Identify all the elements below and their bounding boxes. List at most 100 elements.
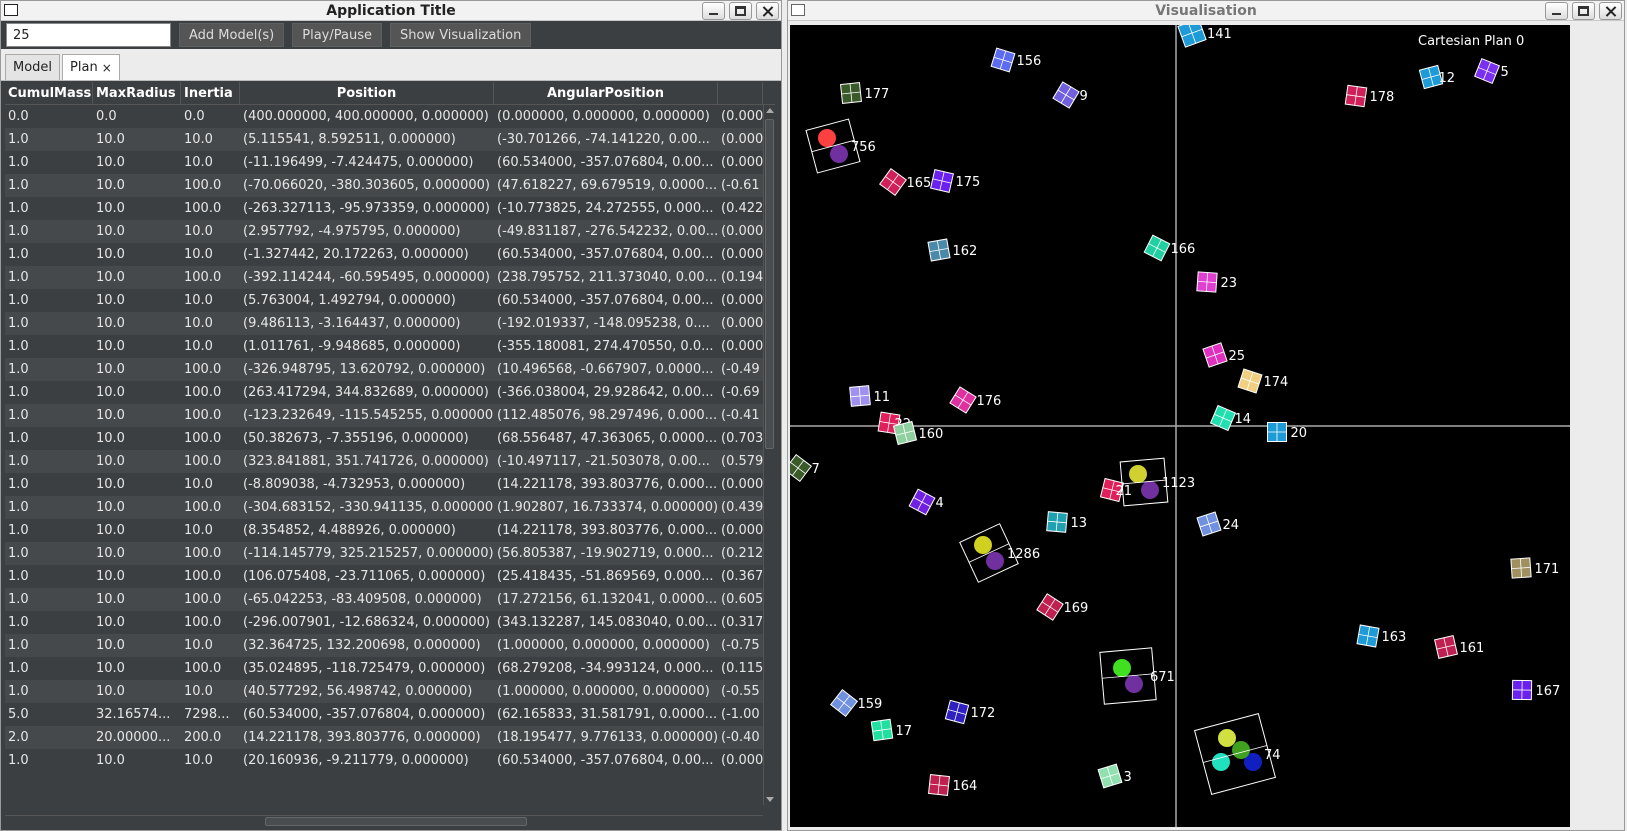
scroll-up-icon[interactable] bbox=[766, 108, 774, 113]
table-cell[interactable]: 1.0 bbox=[8, 132, 29, 147]
table-cell[interactable]: (263.417294, 344.832689, 0.000000) bbox=[243, 385, 489, 400]
table-cell[interactable]: 0.0 bbox=[8, 109, 29, 124]
body-3[interactable]: 3 bbox=[1097, 763, 1132, 789]
body-17[interactable]: 17 bbox=[870, 718, 912, 742]
table-cell[interactable]: (0.000 bbox=[721, 316, 763, 331]
table-cell[interactable]: (0.439 bbox=[721, 500, 763, 515]
table-cell[interactable]: 10.0 bbox=[96, 178, 125, 193]
table-cell[interactable]: 10.0 bbox=[96, 362, 125, 377]
table-cell[interactable]: (2.957792, -4.975795, 0.000000) bbox=[243, 224, 461, 239]
table-cell[interactable]: 0.0 bbox=[184, 109, 205, 124]
table-cell[interactable]: (0.000 bbox=[721, 247, 763, 262]
table-cell[interactable]: (0.000 bbox=[721, 132, 763, 147]
body-25[interactable]: 25 bbox=[1202, 342, 1245, 368]
table-cell[interactable]: 1.0 bbox=[8, 638, 29, 653]
table-cell[interactable]: (0.000 bbox=[721, 224, 763, 239]
table-cell[interactable]: 10.0 bbox=[184, 155, 213, 170]
body-174[interactable]: 174 bbox=[1237, 368, 1288, 394]
table-row[interactable]: 1.0 10.0 100.0 (-70.066020, -380.303605, 0.… bbox=[5, 174, 775, 197]
table-cell[interactable]: (14.221178, 393.803776, 0.000... bbox=[497, 523, 718, 538]
model-count-input[interactable] bbox=[6, 23, 171, 47]
table-cell[interactable]: 10.0 bbox=[96, 638, 125, 653]
table-cell[interactable]: 1.0 bbox=[8, 431, 29, 446]
table-cell[interactable]: 10.0 bbox=[96, 615, 125, 630]
table-cell[interactable]: 10.0 bbox=[96, 569, 125, 584]
table-cell[interactable]: (-11.196499, -7.424475, 0.000000) bbox=[243, 155, 474, 170]
table-row[interactable]: 1.0 10.0 100.0 (263.417294, 344.832689, 0.0… bbox=[5, 381, 775, 404]
table-cell[interactable]: (1.000000, 0.000000, 0.000000) bbox=[497, 638, 710, 653]
table-cell[interactable]: (-0.41 bbox=[721, 408, 760, 423]
table-cell[interactable]: (-123.232649, -115.545255, 0.000000) bbox=[243, 408, 494, 423]
table-row[interactable]: 1.0 10.0 100.0 (50.382673, -7.355196, 0.000… bbox=[5, 427, 775, 450]
table-cell[interactable]: 0.0 bbox=[96, 109, 117, 124]
table-row[interactable]: 1.0 10.0 10.0 (5.115541, 8.592511, 0.000000… bbox=[5, 128, 775, 151]
table-cell[interactable]: 10.0 bbox=[184, 316, 213, 331]
table-cell[interactable]: (-326.948795, 13.620792, 0.000000) bbox=[243, 362, 486, 377]
body-1123[interactable]: 1123 bbox=[1119, 457, 1195, 507]
body-141[interactable]: 141 bbox=[1177, 25, 1232, 48]
body-21[interactable]: 21 bbox=[1099, 477, 1132, 503]
table-cell[interactable]: (0.000 bbox=[721, 477, 763, 492]
table-cell[interactable]: 100.0 bbox=[184, 362, 222, 377]
body-163[interactable]: 163 bbox=[1356, 624, 1406, 648]
body-176[interactable]: 176 bbox=[949, 386, 1001, 414]
table-cell[interactable]: (10.496568, -0.667907, 0.0000... bbox=[497, 362, 714, 377]
table-cell[interactable]: 10.0 bbox=[184, 224, 213, 239]
table-cell[interactable]: (238.795752, 211.373040, 0.00... bbox=[497, 270, 718, 285]
table-row[interactable]: 1.0 10.0 10.0 (9.486113, -3.164437, 0.00000… bbox=[5, 312, 775, 335]
table-cell[interactable]: 20.00000... bbox=[96, 730, 171, 745]
table-cell[interactable]: 10.0 bbox=[184, 293, 213, 308]
table-cell[interactable]: (68.279208, -34.993124, 0.000... bbox=[497, 661, 714, 676]
table-cell[interactable]: (-263.327113, -95.973359, 0.000000) bbox=[243, 201, 490, 216]
table-row[interactable]: 5.0 32.16574... 7298... (60.534000, -357.07… bbox=[5, 703, 775, 726]
table-cell[interactable]: 1.0 bbox=[8, 339, 29, 354]
table-cell[interactable]: (0.000 bbox=[721, 339, 763, 354]
table-cell[interactable]: 100.0 bbox=[184, 615, 222, 630]
table-row[interactable]: 1.0 10.0 10.0 (-11.196499, -7.424475, 0.000… bbox=[5, 151, 775, 174]
body-4[interactable]: 4 bbox=[908, 488, 944, 516]
table-cell[interactable]: 10.0 bbox=[96, 500, 125, 515]
column-header[interactable]: AngularPosition bbox=[494, 82, 718, 104]
table-cell[interactable]: (-392.114244, -60.595495, 0.000000) bbox=[243, 270, 490, 285]
table-cell[interactable]: 100.0 bbox=[184, 385, 222, 400]
table-cell[interactable]: 10.0 bbox=[96, 293, 125, 308]
body-756[interactable]: 756 bbox=[805, 118, 876, 174]
scroll-down-icon[interactable] bbox=[766, 797, 774, 802]
table-cell[interactable]: 10.0 bbox=[96, 477, 125, 492]
table-cell[interactable]: 10.0 bbox=[184, 684, 213, 699]
table-cell[interactable]: 10.0 bbox=[184, 753, 213, 768]
table-cell[interactable]: (-0.69 bbox=[721, 385, 760, 400]
body-167[interactable]: 167 bbox=[1511, 679, 1560, 701]
body-165[interactable]: 165 bbox=[879, 168, 932, 196]
table-cell[interactable]: 100.0 bbox=[184, 431, 222, 446]
table-row[interactable]: 1.0 10.0 100.0 (-296.007901, -12.686324, 0.… bbox=[5, 611, 775, 634]
show-visualization-button[interactable]: Show Visualization bbox=[389, 23, 532, 47]
table-row[interactable]: 1.0 10.0 100.0 (-123.232649, -115.545255, 0… bbox=[5, 404, 775, 427]
table-row[interactable]: 1.0 10.0 100.0 (-392.114244, -60.595495, 0.… bbox=[5, 266, 775, 289]
table-row[interactable]: 2.0 20.00000... 200.0 (14.221178, 393.80377… bbox=[5, 726, 775, 749]
table-cell[interactable]: (60.534000, -357.076804, 0.00... bbox=[497, 753, 714, 768]
table-cell[interactable]: (9.486113, -3.164437, 0.000000) bbox=[243, 316, 461, 331]
table-cell[interactable]: (5.115541, 8.592511, 0.000000) bbox=[243, 132, 456, 147]
table-cell[interactable]: 1.0 bbox=[8, 178, 29, 193]
table-row[interactable]: 1.0 10.0 100.0 (35.024895, -118.725479, 0.0… bbox=[5, 657, 775, 680]
table-cell[interactable]: (-1.00 bbox=[721, 707, 760, 722]
table-cell[interactable]: (47.618227, 69.679519, 0.0000... bbox=[497, 178, 718, 193]
table-cell[interactable]: 100.0 bbox=[184, 270, 222, 285]
body-178[interactable]: 178 bbox=[1344, 84, 1394, 108]
table-cell[interactable]: (400.000000, 400.000000, 0.000000) bbox=[243, 109, 489, 124]
table-cell[interactable]: 10.0 bbox=[96, 247, 125, 262]
body-11[interactable]: 11 bbox=[849, 385, 890, 407]
table-cell[interactable]: (1.000000, 0.000000, 0.000000) bbox=[497, 684, 710, 699]
horizontal-scroll-thumb[interactable] bbox=[265, 817, 527, 826]
table-row[interactable]: 1.0 10.0 100.0 (-326.948795, 13.620792, 0.0… bbox=[5, 358, 775, 381]
table-cell[interactable]: (0.703 bbox=[721, 431, 763, 446]
table-cell[interactable]: (50.382673, -7.355196, 0.000000) bbox=[243, 431, 469, 446]
table-cell[interactable]: (323.841881, 351.741726, 0.000000) bbox=[243, 454, 489, 469]
table-cell[interactable]: 10.0 bbox=[184, 247, 213, 262]
table-row[interactable]: 1.0 10.0 10.0 (5.763004, 1.492794, 0.000000… bbox=[5, 289, 775, 312]
table-cell[interactable]: 10.0 bbox=[184, 132, 213, 147]
tab-plan[interactable]: Plan × bbox=[62, 54, 120, 80]
table-cell[interactable]: (40.577292, 56.498742, 0.000000) bbox=[243, 684, 473, 699]
body-156[interactable]: 156 bbox=[990, 47, 1041, 73]
